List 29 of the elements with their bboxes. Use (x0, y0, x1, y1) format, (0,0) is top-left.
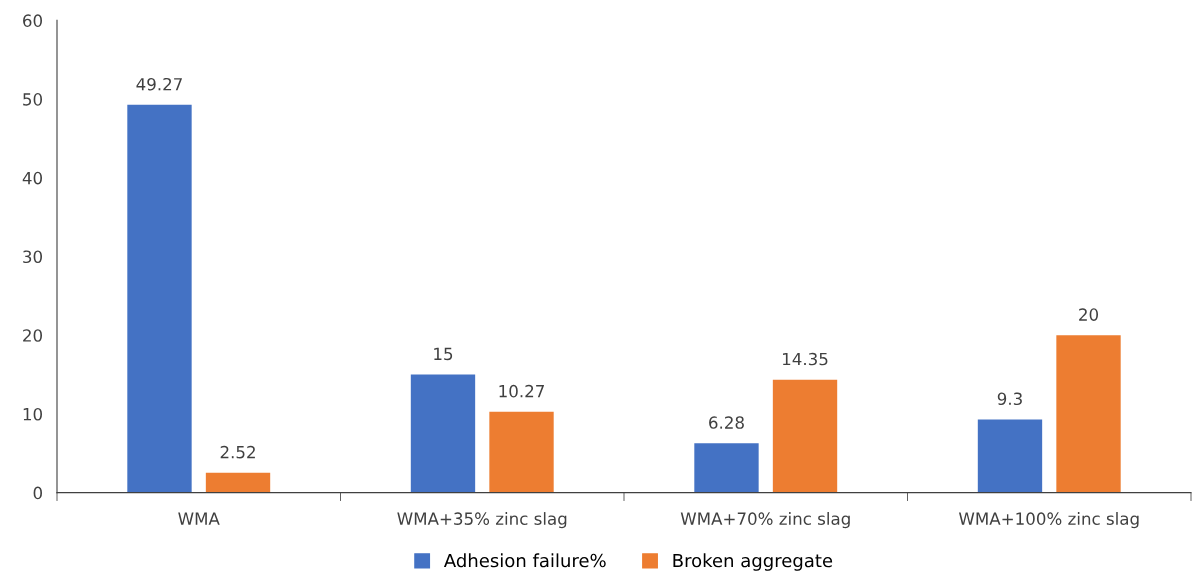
legend-label: Broken aggregate (673, 553, 833, 571)
legend-label: Adhesion failure% (443, 553, 606, 568)
bar (694, 443, 759, 493)
x-tick-label: WMA+100% zinc slag (958, 512, 1139, 529)
x-tick-label: WMA+35% zinc slag (397, 512, 567, 529)
bar (410, 374, 476, 493)
data-label: 6.28 (709, 416, 744, 429)
bar (977, 419, 1043, 493)
data-label: 49.27 (136, 77, 182, 91)
y-tick-label: 0 (33, 486, 42, 500)
data-label: 14.35 (782, 352, 828, 366)
bar (772, 379, 838, 493)
y-tick-label: 30 (23, 250, 42, 264)
bar (1056, 335, 1121, 493)
data-label: 2.52 (220, 445, 255, 459)
y-tick-label: 20 (23, 329, 42, 342)
y-tick-label: 50 (23, 93, 42, 106)
y-tick-label: 60 (23, 14, 42, 27)
bar (489, 411, 554, 493)
y-tick-label: 40 (22, 171, 42, 185)
data-label: 10.27 (499, 384, 544, 398)
data-label: 15 (434, 347, 453, 361)
y-tick-label: 10 (23, 407, 42, 421)
data-label: 9.3 (997, 392, 1022, 406)
x-tick-label: WMA (178, 512, 220, 525)
bar (205, 472, 271, 493)
data-label: 20 (1079, 308, 1099, 321)
bar (127, 104, 192, 493)
x-tick-label: WMA+70% zinc slag (680, 512, 850, 529)
